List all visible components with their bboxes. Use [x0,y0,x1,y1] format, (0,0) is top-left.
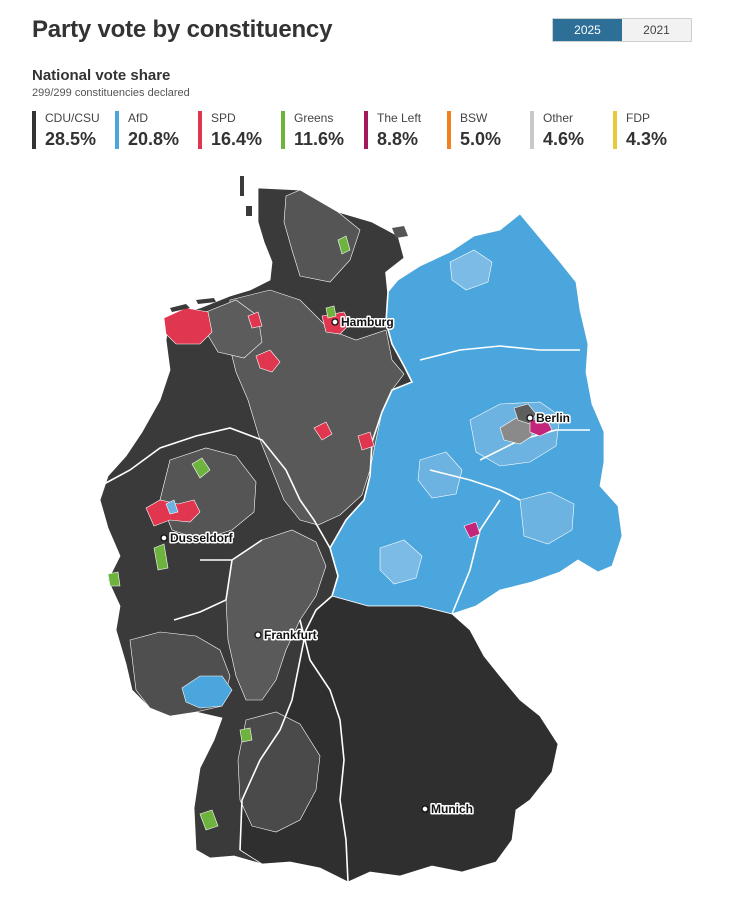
city-markers: Hamburg Berlin Dusseldorf Frankfurt Muni… [160,314,572,818]
region-bremen-spd[interactable] [255,349,281,373]
legend-party-name: Other [543,111,574,125]
legend-party-share: 28.5% [45,129,97,149]
region-wilhelmshaven-spd[interactable] [247,311,263,329]
region-freiburg-greens[interactable] [199,809,219,831]
region-fehmarn [392,226,408,238]
region-berlin-left[interactable] [529,417,553,437]
legend-item-bsw: BSW 5.0% [447,111,530,149]
city-dot [421,805,429,813]
region-saxony-lightblue[interactable] [519,491,575,545]
legend-party-name: AfD [128,111,149,125]
legend-item-cdu-csu: CDU/CSU 28.5% [32,111,115,149]
region-thuringia-lightblue[interactable] [379,539,423,585]
city-marker-munich[interactable]: Munich [421,801,475,818]
region-bw-grey[interactable] [237,711,321,833]
region-hesse-grey[interactable] [225,529,327,701]
region-east-frisia-spd[interactable] [163,307,213,345]
constituencies-declared: 299/299 constituencies declared [32,87,190,99]
legend-party-share: 4.6% [543,129,585,149]
region-kaiserslautern-afd[interactable] [181,675,233,709]
legend-party-name: FDP [626,111,650,125]
city-marker-hamburg[interactable]: Hamburg [331,314,395,331]
germany-constituency-map[interactable]: Hamburg Berlin Dusseldorf Frankfurt Muni… [0,160,747,912]
legend-party-share: 16.4% [211,129,263,149]
region-gelsenkirchen-afd[interactable] [165,499,179,515]
region-berlin-other[interactable] [499,417,533,445]
region-munster-greens[interactable] [191,457,211,479]
region-aachen-greens[interactable] [107,571,121,587]
region-saxony-anhalt-lightblue[interactable] [417,451,463,499]
city-label-dusseldorf: Dusseldorf [170,531,234,545]
legend-party-share: 5.0% [460,129,502,149]
region-salzgitter-spd[interactable] [357,431,375,451]
region-karlsruhe-greens[interactable] [239,727,253,743]
city-dot [331,318,339,326]
bavaria-border [299,619,349,883]
city-label-hamburg: Hamburg [341,315,394,329]
city-marker-berlin[interactable]: Berlin [526,410,572,427]
legend-item-afd: AfD 20.8% [115,111,198,149]
party-legend: CDU/CSU 28.5% AfD 20.8% SPD 16.4% Greens… [32,111,686,149]
region-cologne-greens[interactable] [153,543,169,571]
legend-party-share: 8.8% [377,129,419,149]
region-schleswig-grey[interactable] [283,189,361,283]
city-label-berlin: Berlin [536,411,570,425]
page-title: Party vote by constituency [32,16,333,43]
legend-item-other: Other 4.6% [530,111,613,149]
year-2021-button[interactable]: 2021 [622,19,691,41]
year-2025-button[interactable]: 2025 [553,19,622,41]
city-label-munich: Munich [431,802,473,816]
region-hanover-spd[interactable] [313,421,333,441]
legend-party-name: BSW [460,111,488,125]
region-islands [170,176,252,312]
legend-item-greens: Greens 11.6% [281,111,364,149]
legend-item-fdp: FDP 4.3% [613,111,686,149]
legend-item-the-left: The Left 8.8% [364,111,447,149]
region-mv-lightblue[interactable] [449,249,493,291]
map-regions [99,176,623,883]
city-marker-frankfurt[interactable]: Frankfurt [254,627,318,644]
legend-party-name: The Left [377,111,422,125]
region-kiel-greens[interactable] [337,235,351,255]
legend-party-name: CDU/CSU [45,111,100,125]
city-label-frankfurt: Frankfurt [264,628,317,642]
region-hamburg-greens[interactable] [325,305,337,319]
city-dot [254,631,262,639]
region-leipzig-left[interactable] [463,521,481,539]
legend-party-name: Greens [294,111,334,125]
legend-party-share: 4.3% [626,129,668,149]
year-toggle[interactable]: 2025 2021 [552,18,692,42]
legend-party-share: 20.8% [128,129,180,149]
legend-party-share: 11.6% [294,129,345,149]
legend-item-spd: SPD 16.4% [198,111,281,149]
legend-party-name: SPD [211,111,236,125]
vote-share-heading: National vote share [32,67,171,84]
city-dot [526,414,534,422]
city-dot [160,534,168,542]
city-marker-dusseldorf[interactable]: Dusseldorf [160,530,235,547]
